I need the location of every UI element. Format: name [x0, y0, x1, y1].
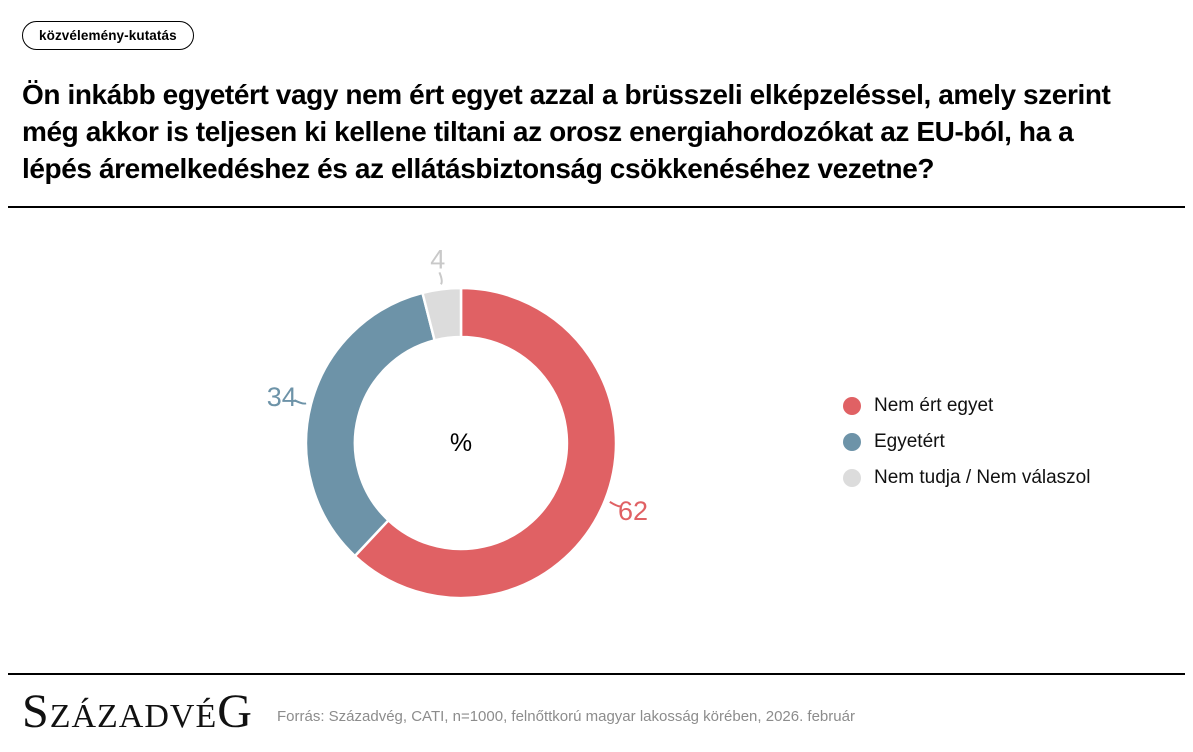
- donut-center-percent-label: %: [450, 429, 472, 457]
- survey-type-badge: közvélemény-kutatás: [22, 21, 194, 50]
- question-title-line-1: Ön inkább egyetért vagy nem ért egyet az…: [22, 79, 1111, 110]
- value-leader-line-2: [438, 272, 443, 285]
- legend-item-egyetert: Egyetért: [843, 424, 1090, 460]
- title-divider: [8, 206, 1185, 208]
- donut-chart: 62 34 4%: [0, 230, 760, 630]
- legend-label: Egyetért: [874, 431, 945, 452]
- szazadveg-logo: SzázadvéG: [22, 685, 253, 738]
- value-label-0: 62: [618, 496, 648, 526]
- legend-marker-blue-icon: [843, 433, 861, 451]
- legend-item-nem-ert-egyet: Nem ért egyet: [843, 388, 1090, 424]
- chart-legend: Nem ért egyet Egyetért Nem tudja / Nem v…: [843, 388, 1090, 496]
- question-title: Ön inkább egyetért vagy nem ért egyet az…: [22, 76, 1111, 187]
- value-label-1: 34: [267, 382, 297, 412]
- donut-chart-svg: 62 34 4%: [267, 245, 648, 600]
- donut-segment-1: [304, 291, 437, 558]
- question-title-line-3: lépés áremelkedéshez és az ellátásbizton…: [22, 153, 935, 184]
- donut-segment-0: [353, 286, 618, 600]
- legend-marker-red-icon: [843, 397, 861, 415]
- value-leader-line-0: [609, 501, 622, 508]
- donut-segment-2: [420, 286, 463, 342]
- legend-label: Nem tudja / Nem válaszol: [874, 467, 1091, 488]
- legend-label: Nem ért egyet: [874, 395, 994, 416]
- value-leader-line-1: [293, 399, 307, 405]
- footer-divider: [8, 673, 1185, 675]
- legend-marker-gray-icon: [843, 469, 861, 487]
- value-label-2: 4: [430, 245, 445, 275]
- question-title-line-2: még akkor is teljesen ki kellene tiltani…: [22, 116, 1074, 147]
- source-note: Forrás: Századvég, CATI, n=1000, felnőtt…: [277, 708, 855, 725]
- legend-item-nem-tudja: Nem tudja / Nem válaszol: [843, 460, 1090, 496]
